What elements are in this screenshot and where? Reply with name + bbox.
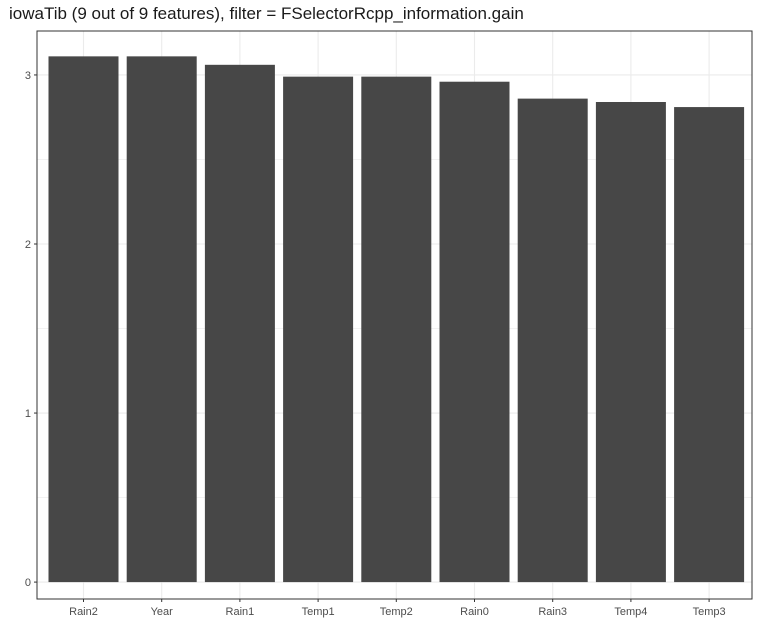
bar-rain0 <box>439 81 510 583</box>
bar-rain1 <box>204 64 275 583</box>
axes: 0 1 2 3 Rain2 Year Rain1 Temp1 Temp2 Rain0 Rain3 Te… <box>25 70 726 618</box>
bar-temp3 <box>674 107 745 583</box>
y-tick-label: 0 <box>25 577 31 589</box>
x-tick-label: Temp3 <box>693 606 726 618</box>
y-tick-label: 3 <box>25 70 31 82</box>
bar-temp2 <box>361 76 432 583</box>
bar-rain3 <box>517 98 588 583</box>
bars <box>48 56 745 583</box>
x-tick-label: Temp2 <box>380 606 413 618</box>
x-tick-label: Temp4 <box>614 606 647 618</box>
x-tick-label: Rain3 <box>538 606 567 618</box>
y-tick-label: 2 <box>25 239 31 251</box>
x-tick-label: Rain1 <box>226 606 255 618</box>
panel-border <box>36 30 753 600</box>
x-tick-label: Rain0 <box>460 606 489 618</box>
x-tick-label: Temp1 <box>302 606 335 618</box>
y-tick-label: 1 <box>25 408 31 420</box>
chart-title: iowaTib (9 out of 9 features), filter = … <box>9 4 524 23</box>
bar-temp4 <box>595 102 666 583</box>
x-tick-label: Rain2 <box>69 606 98 618</box>
x-tick-label: Year <box>151 606 174 618</box>
bar-rain2 <box>48 56 119 583</box>
bar-temp1 <box>283 76 354 583</box>
bar-year <box>126 56 197 583</box>
